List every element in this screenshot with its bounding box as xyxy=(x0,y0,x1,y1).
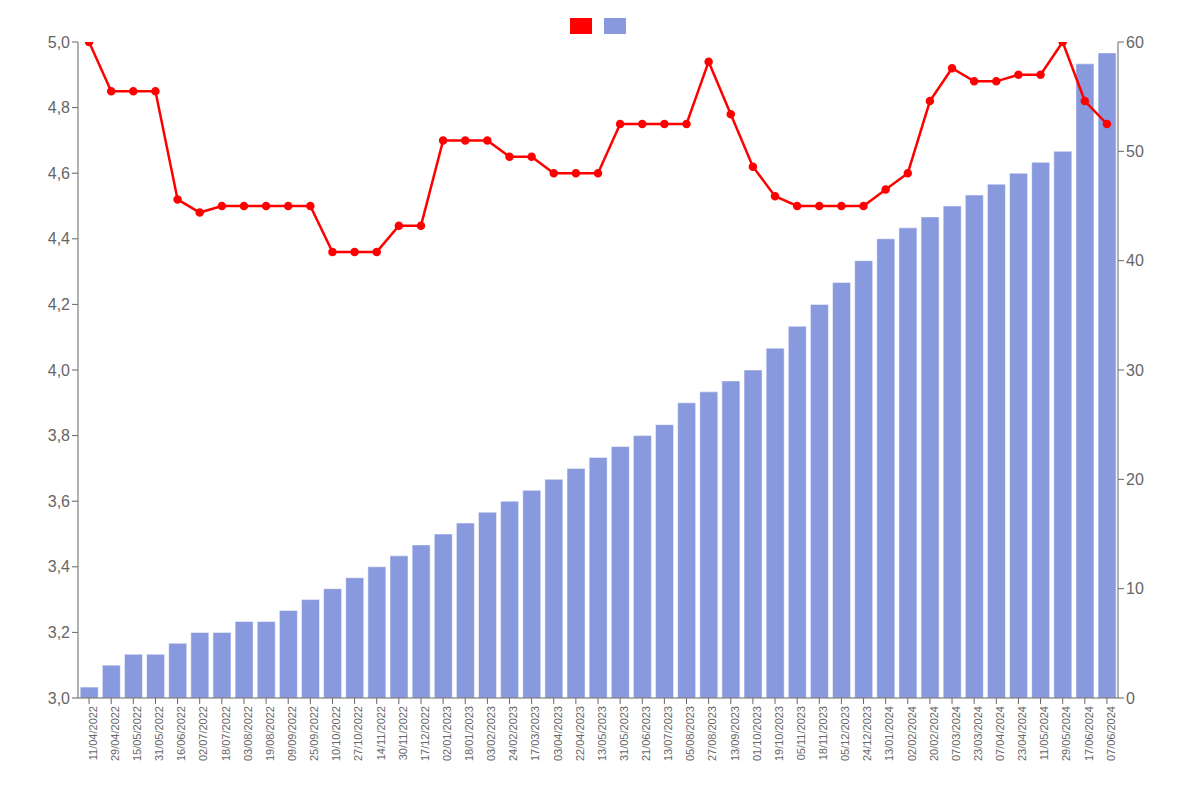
svg-text:13/01/2024: 13/01/2024 xyxy=(883,706,895,761)
svg-text:09/09/2022: 09/09/2022 xyxy=(286,706,298,761)
svg-text:3,8: 3,8 xyxy=(48,427,70,444)
svg-text:21/06/2023: 21/06/2023 xyxy=(640,706,652,761)
svg-text:3,6: 3,6 xyxy=(48,493,70,510)
svg-text:22/04/2023: 22/04/2023 xyxy=(574,706,586,761)
svg-text:20: 20 xyxy=(1126,471,1144,488)
svg-text:03/02/2023: 03/02/2023 xyxy=(485,706,497,761)
svg-text:31/05/2022: 31/05/2022 xyxy=(153,706,165,761)
svg-text:18/01/2023: 18/01/2023 xyxy=(463,706,475,761)
svg-text:27/08/2023: 27/08/2023 xyxy=(706,706,718,761)
svg-text:24/02/2023: 24/02/2023 xyxy=(507,706,519,761)
svg-text:03/08/2022: 03/08/2022 xyxy=(242,706,254,761)
svg-text:23/04/2024: 23/04/2024 xyxy=(1016,706,1028,761)
svg-text:4,6: 4,6 xyxy=(48,165,70,182)
svg-text:3,4: 3,4 xyxy=(48,558,70,575)
svg-text:18/07/2022: 18/07/2022 xyxy=(220,706,232,761)
svg-text:05/08/2023: 05/08/2023 xyxy=(684,706,696,761)
svg-text:13/07/2023: 13/07/2023 xyxy=(662,706,674,761)
svg-text:19/08/2022: 19/08/2022 xyxy=(264,706,276,761)
svg-text:02/07/2022: 02/07/2022 xyxy=(198,706,210,761)
svg-text:27/10/2022: 27/10/2022 xyxy=(352,706,364,761)
svg-text:10/10/2022: 10/10/2022 xyxy=(330,706,342,761)
svg-text:16/06/2022: 16/06/2022 xyxy=(175,706,187,761)
svg-text:20/02/2024: 20/02/2024 xyxy=(928,706,940,761)
svg-text:30: 30 xyxy=(1126,362,1144,379)
svg-text:05/11/2023: 05/11/2023 xyxy=(795,706,807,760)
svg-text:19/10/2023: 19/10/2023 xyxy=(773,706,785,761)
svg-text:4,8: 4,8 xyxy=(48,99,70,116)
svg-text:29/05/2024: 29/05/2024 xyxy=(1060,706,1072,761)
svg-text:13/05/2023: 13/05/2023 xyxy=(596,706,608,761)
svg-text:5,0: 5,0 xyxy=(48,34,70,51)
svg-text:03/04/2023: 03/04/2023 xyxy=(552,706,564,761)
svg-text:02/01/2023: 02/01/2023 xyxy=(441,706,453,761)
svg-text:02/02/2024: 02/02/2024 xyxy=(906,706,918,761)
svg-text:10: 10 xyxy=(1126,580,1144,597)
svg-text:4,2: 4,2 xyxy=(48,296,70,313)
svg-text:18/11/2023: 18/11/2023 xyxy=(817,706,829,760)
svg-text:4,4: 4,4 xyxy=(48,230,70,247)
svg-text:17/12/2022: 17/12/2022 xyxy=(419,706,431,761)
svg-text:50: 50 xyxy=(1126,143,1144,160)
svg-text:13/09/2023: 13/09/2023 xyxy=(729,706,741,761)
svg-text:3,0: 3,0 xyxy=(48,690,70,707)
svg-text:3,2: 3,2 xyxy=(48,624,70,641)
svg-text:30/11/2022: 30/11/2022 xyxy=(397,706,409,760)
svg-text:15/05/2022: 15/05/2022 xyxy=(131,706,143,761)
svg-text:4,0: 4,0 xyxy=(48,362,70,379)
svg-text:17/06/2024: 17/06/2024 xyxy=(1083,706,1095,761)
svg-text:11/04/2022: 11/04/2022 xyxy=(87,706,99,760)
svg-text:24/12/2023: 24/12/2023 xyxy=(861,706,873,761)
svg-text:07/06/2024: 07/06/2024 xyxy=(1105,706,1117,761)
svg-text:60: 60 xyxy=(1126,34,1144,51)
svg-text:31/05/2023: 31/05/2023 xyxy=(618,706,630,761)
svg-text:40: 40 xyxy=(1126,252,1144,269)
svg-text:0: 0 xyxy=(1126,690,1135,707)
svg-text:25/09/2022: 25/09/2022 xyxy=(308,706,320,761)
svg-text:05/12/2023: 05/12/2023 xyxy=(839,706,851,761)
svg-text:01/10/2023: 01/10/2023 xyxy=(751,706,763,761)
svg-text:29/04/2022: 29/04/2022 xyxy=(109,706,121,761)
svg-text:23/03/2024: 23/03/2024 xyxy=(972,706,984,761)
svg-text:07/03/2024: 07/03/2024 xyxy=(950,706,962,761)
svg-text:17/03/2023: 17/03/2023 xyxy=(529,706,541,761)
svg-text:14/11/2022: 14/11/2022 xyxy=(375,706,387,760)
svg-text:11/05/2024: 11/05/2024 xyxy=(1038,706,1050,760)
svg-text:07/04/2024: 07/04/2024 xyxy=(994,706,1006,761)
